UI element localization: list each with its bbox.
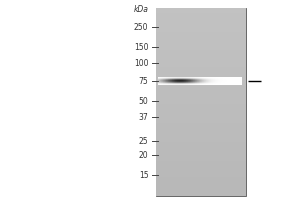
Text: 50: 50 bbox=[139, 97, 148, 106]
Text: 37: 37 bbox=[139, 112, 148, 121]
Text: kDa: kDa bbox=[134, 4, 148, 14]
Text: 75: 75 bbox=[139, 76, 148, 86]
Text: 20: 20 bbox=[139, 150, 148, 160]
Text: 15: 15 bbox=[139, 170, 148, 180]
Text: 100: 100 bbox=[134, 58, 148, 68]
Text: 150: 150 bbox=[134, 43, 148, 51]
Text: 250: 250 bbox=[134, 22, 148, 31]
Text: 25: 25 bbox=[139, 136, 148, 146]
Bar bbox=[156, 8, 246, 196]
